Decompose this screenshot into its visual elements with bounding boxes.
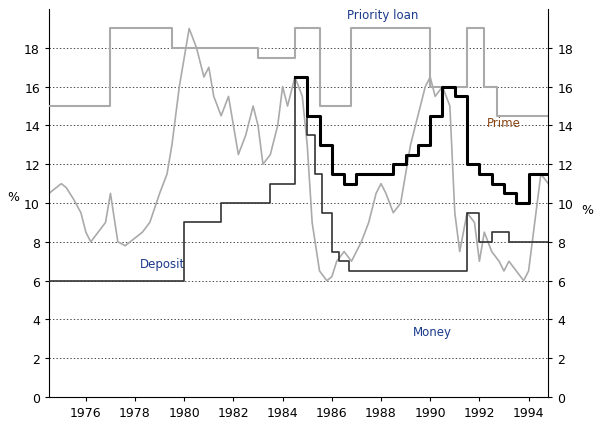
Text: Priority loan: Priority loan <box>347 9 418 22</box>
Y-axis label: %: % <box>7 190 19 204</box>
Text: Money: Money <box>413 325 452 339</box>
Y-axis label: %: % <box>581 204 593 216</box>
Text: Deposit: Deposit <box>140 258 185 271</box>
Text: Prime: Prime <box>487 117 521 130</box>
